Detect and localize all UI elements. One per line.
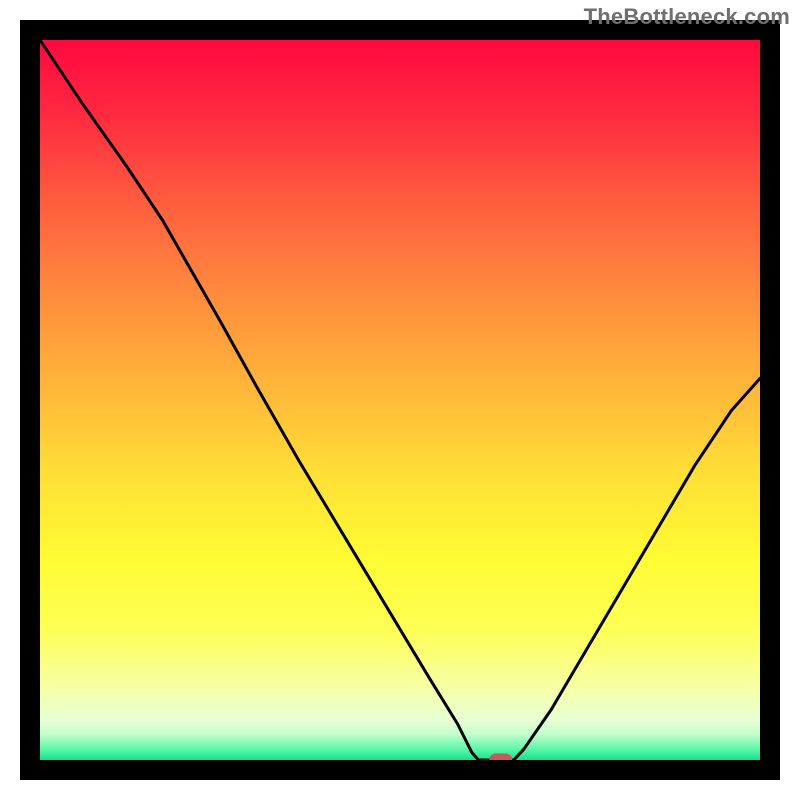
chart-stage: TheBottleneck.com [0,0,800,800]
gradient-background [40,40,760,760]
bottleneck-chart [0,0,800,800]
attribution-text: TheBottleneck.com [584,4,790,30]
